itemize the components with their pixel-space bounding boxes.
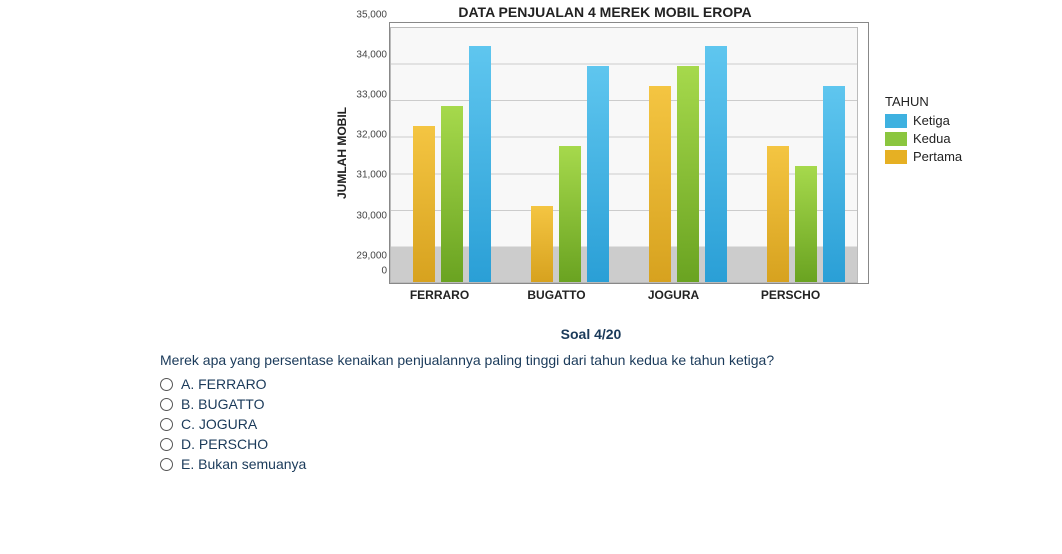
y-tick: 31,000 bbox=[356, 170, 387, 181]
option-D[interactable]: D. PERSCHO bbox=[160, 436, 1022, 452]
legend-swatch bbox=[885, 114, 907, 128]
radio-icon[interactable] bbox=[160, 438, 173, 451]
bar bbox=[441, 106, 463, 282]
y-tick: 29,000 bbox=[356, 250, 387, 261]
legend-swatch bbox=[885, 132, 907, 146]
bar bbox=[587, 66, 609, 282]
x-label: FERRARO bbox=[381, 288, 498, 302]
bar bbox=[531, 206, 553, 282]
legend-label: Kedua bbox=[913, 131, 951, 146]
legend-label: Pertama bbox=[913, 149, 962, 164]
legend-swatch bbox=[885, 150, 907, 164]
x-label: PERSCHO bbox=[732, 288, 849, 302]
bar bbox=[649, 86, 671, 282]
question-text: Merek apa yang persentase kenaikan penju… bbox=[160, 352, 1022, 368]
bar bbox=[559, 146, 581, 282]
option-E[interactable]: E. Bukan semuanya bbox=[160, 456, 1022, 472]
x-axis-labels: FERRAROBUGATTOJOGURAPERSCHO bbox=[381, 288, 849, 302]
radio-icon[interactable] bbox=[160, 378, 173, 391]
bar bbox=[795, 166, 817, 282]
option-B[interactable]: B. BUGATTO bbox=[160, 396, 1022, 412]
question-number: Soal 4/20 bbox=[160, 326, 1022, 342]
legend-item: Kedua bbox=[885, 131, 962, 146]
option-C[interactable]: C. JOGURA bbox=[160, 416, 1022, 432]
bar bbox=[767, 146, 789, 282]
radio-icon[interactable] bbox=[160, 458, 173, 471]
y-tick: 34,000 bbox=[356, 50, 387, 61]
chart-title: DATA PENJUALAN 4 MEREK MOBIL EROPA bbox=[335, 4, 875, 20]
x-label: BUGATTO bbox=[498, 288, 615, 302]
y-axis-label: JUMLAH MOBIL bbox=[335, 107, 349, 199]
bar bbox=[705, 46, 727, 282]
y-tick: 33,000 bbox=[356, 90, 387, 101]
legend-label: Ketiga bbox=[913, 113, 950, 128]
legend-item: Ketiga bbox=[885, 113, 962, 128]
radio-icon[interactable] bbox=[160, 418, 173, 431]
bar bbox=[677, 66, 699, 282]
y-tick: 32,000 bbox=[356, 130, 387, 141]
option-A[interactable]: A. FERRARO bbox=[160, 376, 1022, 392]
radio-icon[interactable] bbox=[160, 398, 173, 411]
option-label: B. BUGATTO bbox=[181, 396, 265, 412]
y-tick: 30,000 bbox=[356, 210, 387, 221]
page-root: DATA PENJUALAN 4 MEREK MOBIL EROPA JUMLA… bbox=[0, 0, 1062, 472]
y-tick: 35,000 bbox=[356, 10, 387, 21]
legend-item: Pertama bbox=[885, 149, 962, 164]
option-label: A. FERRARO bbox=[181, 376, 267, 392]
options-list: A. FERRARO B. BUGATTO C. JOGURA D. PERSCHO E… bbox=[160, 376, 1022, 472]
option-label: E. Bukan semuanya bbox=[181, 456, 306, 472]
plot-area bbox=[390, 27, 858, 283]
question-block: Soal 4/20 Merek apa yang persentase kena… bbox=[0, 326, 1062, 472]
y-axis: 29,00030,00031,00032,00033,00034,00035,0… bbox=[353, 26, 389, 282]
y-tick-zero: 0 bbox=[381, 266, 387, 277]
bar bbox=[413, 126, 435, 282]
option-label: C. JOGURA bbox=[181, 416, 257, 432]
chart-block: DATA PENJUALAN 4 MEREK MOBIL EROPA JUMLA… bbox=[335, 4, 875, 302]
plot-border bbox=[389, 22, 869, 284]
option-label: D. PERSCHO bbox=[181, 436, 268, 452]
chart-row: JUMLAH MOBIL 29,000 30,000 31,000 32,000 33,… bbox=[335, 22, 875, 284]
legend: TAHUN Ketiga Kedua Pertama bbox=[885, 94, 962, 167]
legend-title: TAHUN bbox=[885, 94, 962, 109]
chart-region: DATA PENJUALAN 4 MEREK MOBIL EROPA JUMLA… bbox=[335, 4, 1062, 302]
bar bbox=[469, 46, 491, 282]
x-label: JOGURA bbox=[615, 288, 732, 302]
bar bbox=[823, 86, 845, 282]
